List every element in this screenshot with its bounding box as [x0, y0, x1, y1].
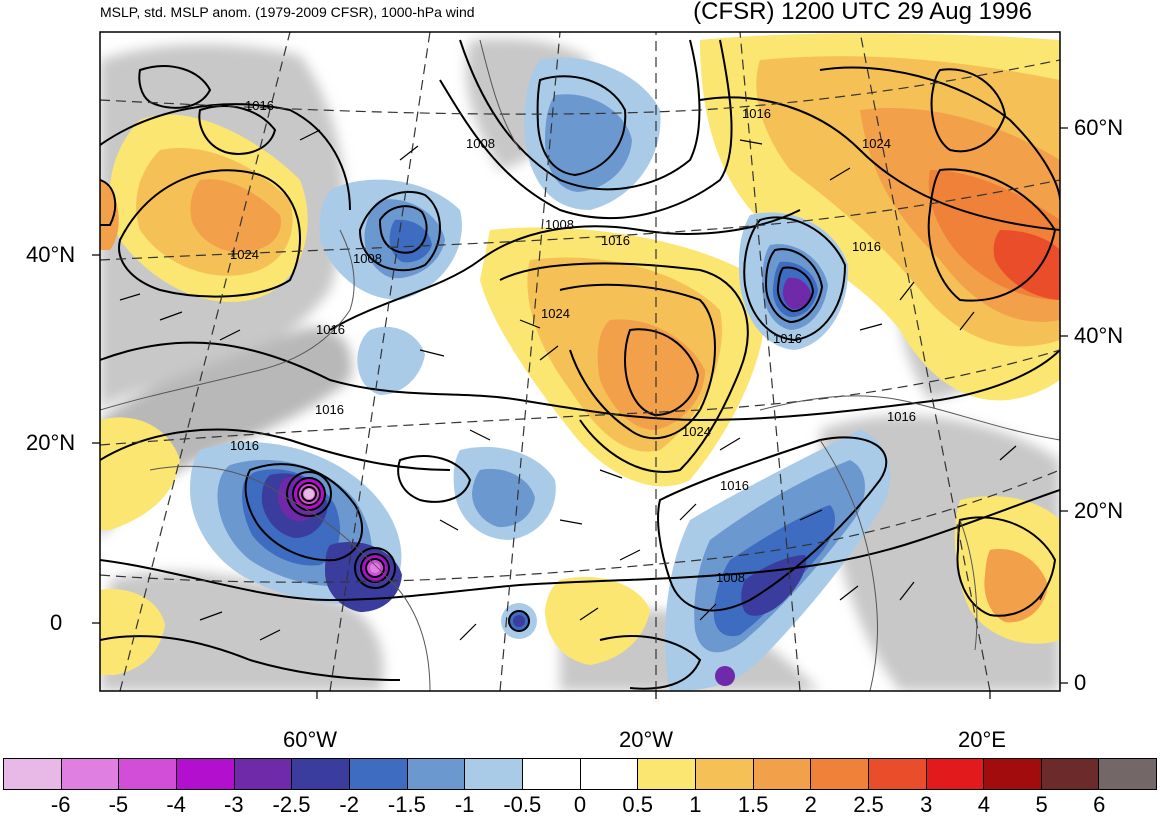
contour-label: 1016	[315, 402, 344, 417]
colorbar-swatch	[234, 759, 293, 789]
contour-label: 1008	[545, 217, 574, 232]
colorbar-swatch	[580, 759, 639, 789]
colorbar-swatch	[522, 759, 581, 789]
colorbar-swatch	[638, 759, 696, 789]
colorbar-label: -0.5	[503, 792, 542, 817]
lat-label-left: 20°N	[26, 430, 76, 455]
contour-label: 1024	[230, 247, 259, 262]
colorbar-label: 1	[689, 792, 702, 817]
axis-ticks	[92, 127, 1068, 699]
contour-label: 1016	[316, 322, 345, 337]
contour-label: 1016	[773, 331, 802, 346]
contour-label: 1024	[541, 306, 570, 321]
colorbar-label: -6	[50, 792, 71, 817]
contour-label: 1024	[682, 424, 711, 439]
lon-label-bottom: 60°W	[283, 727, 338, 752]
lon-label-bottom: 20°W	[619, 727, 674, 752]
contour-value-labels: 1016 1008 1016 1024 1008 1016 1024 1008 …	[230, 98, 916, 585]
colorbar-swatch	[984, 759, 1042, 789]
colorbar-swatch	[119, 759, 177, 789]
contour-label: 1016	[720, 478, 749, 493]
colorbar-swatch	[811, 759, 869, 789]
contour-label: 1024	[862, 136, 891, 151]
lat-label-left: 0	[50, 610, 63, 635]
colorbar-swatch	[868, 759, 927, 789]
lon-label-bottom: 20°E	[958, 727, 1006, 752]
contour-label: 1016	[742, 106, 771, 121]
colorbar-label: 3	[920, 792, 933, 817]
contour-label: 1008	[353, 251, 382, 266]
lat-label-left: 40°N	[26, 242, 76, 267]
contour-label: 1008	[466, 136, 495, 151]
contour-label: 1016	[887, 409, 916, 424]
colorbar-label: 0.5	[622, 792, 653, 817]
lat-label-right: 0	[1074, 670, 1087, 695]
colorbar-swatch	[407, 759, 466, 789]
colorbar-swatch	[1041, 759, 1100, 789]
contour-label: 1016	[245, 98, 274, 113]
positive-anomaly-fills	[100, 33, 1060, 675]
colorbar-swatch	[4, 759, 62, 789]
colorbar-label: -2	[339, 792, 359, 817]
colorbar-label: -3	[224, 792, 244, 817]
colorbar-swatch	[176, 759, 235, 789]
map-frame	[99, 31, 1061, 692]
colorbar-label: -1.5	[387, 792, 426, 817]
colorbar-label: 1.5	[737, 792, 769, 817]
colorbar-swatch	[1099, 759, 1157, 789]
contour-label: 1016	[601, 233, 630, 248]
wind-barbs	[119, 129, 1051, 641]
colorbar-label: 4	[977, 792, 991, 817]
isobar-contours	[100, 39, 1060, 690]
contour-label: 1016	[230, 438, 259, 453]
colorbar-label: 2	[804, 792, 817, 817]
colorbar-label: 6	[1093, 792, 1106, 817]
colorbar-label: -2.5	[272, 792, 311, 817]
colorbar-swatch	[61, 759, 120, 789]
map-title-left: MSLP, std. MSLP anom. (1979-2009 CFSR), …	[100, 4, 475, 20]
colorbar-label: 5	[1035, 792, 1048, 817]
contour-label: 1008	[716, 570, 745, 585]
colorbar-swatch	[349, 759, 408, 789]
map-title-right: (CFSR) 1200 UTC 29 Aug 1996	[693, 0, 1032, 25]
colorbar-swatch	[292, 759, 350, 789]
colorbar-swatch	[465, 759, 523, 789]
lat-label-right: 20°N	[1074, 498, 1124, 523]
colorbar-swatch	[926, 759, 985, 789]
colorbar-swatch	[695, 759, 754, 789]
coastlines	[100, 39, 1060, 691]
contour-label: 1016	[852, 239, 881, 254]
lat-label-right: 40°N	[1074, 323, 1124, 348]
colorbar-swatch	[753, 759, 812, 789]
colorbar-label: 2.5	[853, 792, 884, 817]
weather-map: 1016 1008 1016 1024 1008 1016 1024 1008 …	[92, 31, 1068, 699]
colorbar-label: -5	[108, 792, 129, 817]
colorbar	[3, 758, 1157, 790]
colorbar-label: 0	[573, 792, 587, 817]
colorbar-label: -1	[454, 792, 475, 817]
lat-label-right: 60°N	[1074, 115, 1124, 140]
colorbar-label: -4	[166, 792, 186, 817]
